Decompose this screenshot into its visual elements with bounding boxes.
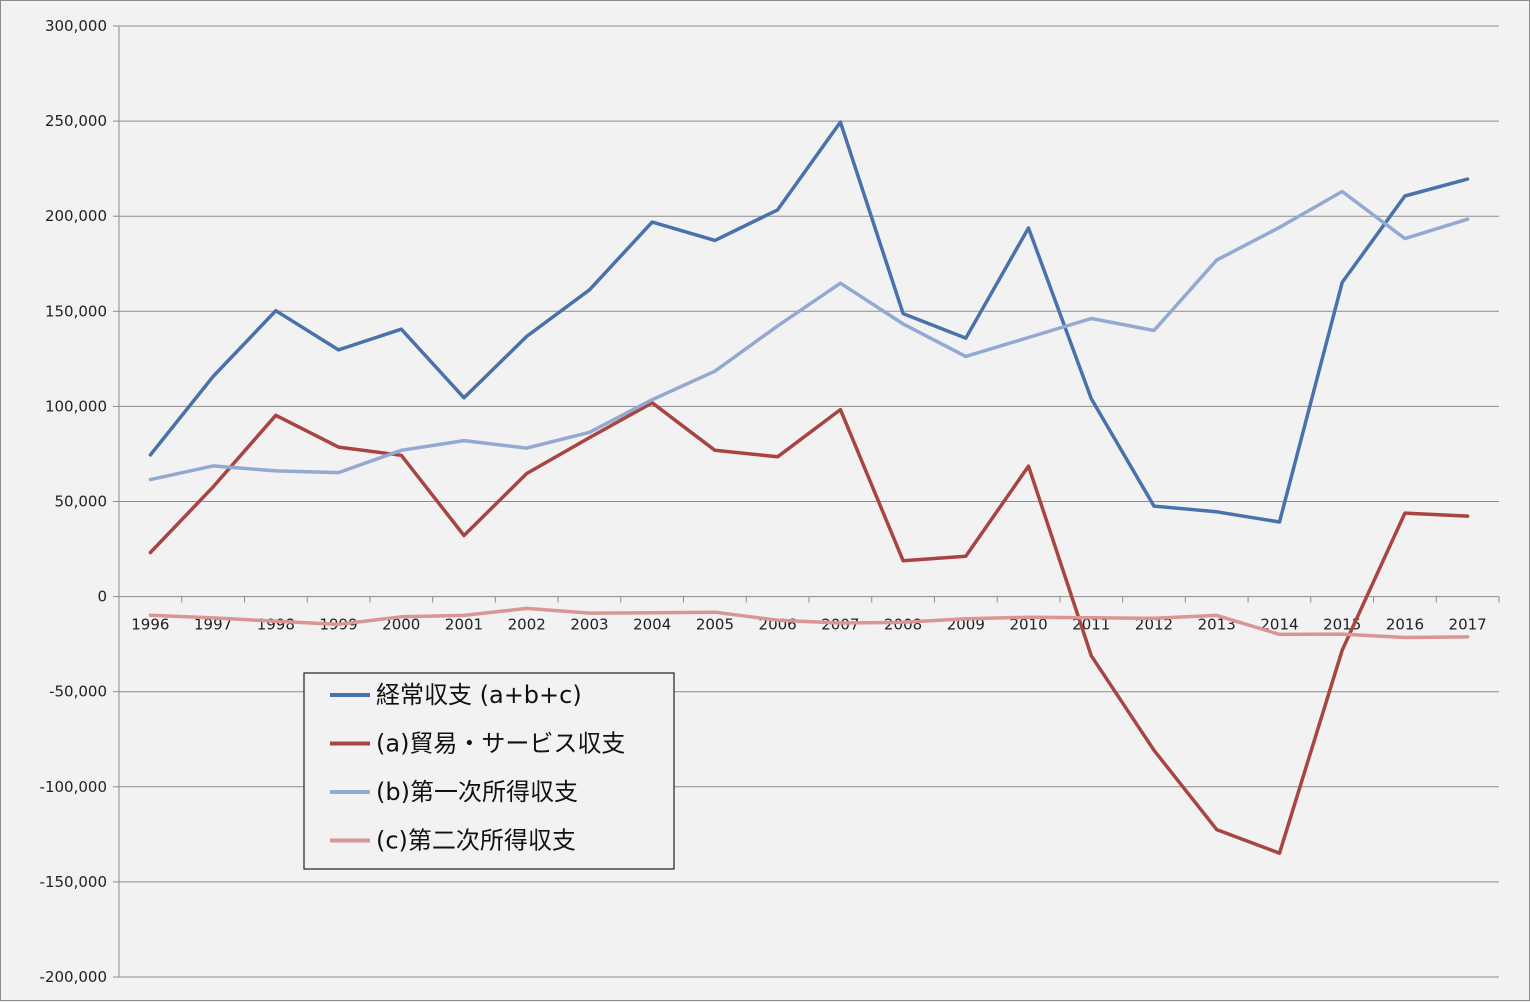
x-tick-label: 2014 xyxy=(1260,616,1298,634)
x-tick-label: 2000 xyxy=(382,616,420,634)
series-line-2 xyxy=(148,401,1470,855)
legend-entry-label: (b)第一次所得収支 xyxy=(376,778,578,806)
y-tick-label: 50,000 xyxy=(55,493,108,511)
x-tick-label: 2003 xyxy=(570,616,608,634)
x-tick-label: 2001 xyxy=(445,616,483,634)
y-tick-label: -100,000 xyxy=(40,778,107,796)
series-line-4 xyxy=(148,606,1470,640)
y-tick-label: -200,000 xyxy=(40,968,107,986)
series-line-1 xyxy=(148,120,1470,524)
legend-entry-label: (c)第二次所得収支 xyxy=(376,827,576,855)
y-tick-label: -150,000 xyxy=(40,873,107,891)
y-tick-label: -50,000 xyxy=(49,683,107,701)
x-tick-label: 2017 xyxy=(1449,616,1487,634)
y-tick-label: 0 xyxy=(97,588,107,606)
legend-box xyxy=(303,672,675,870)
x-tick-label: 2016 xyxy=(1386,616,1424,634)
series-line-3 xyxy=(148,189,1470,482)
y-tick-label: 200,000 xyxy=(45,207,107,225)
x-tick-label: 2010 xyxy=(1009,616,1047,634)
y-tick-label: 100,000 xyxy=(45,397,107,415)
x-tick-label: 2012 xyxy=(1135,616,1173,634)
y-tick-label: 300,000 xyxy=(45,17,107,35)
x-tick-label: 2002 xyxy=(508,616,546,634)
legend-entry-label: 経常収支 (a+b+c) xyxy=(376,681,582,709)
x-tick-label: 2005 xyxy=(696,616,734,634)
y-tick-label: 250,000 xyxy=(45,112,107,130)
x-tick-label: 2004 xyxy=(633,616,671,634)
y-tick-label: 150,000 xyxy=(45,302,107,320)
x-tick-label: 1996 xyxy=(131,616,169,634)
x-tick-label: 2008 xyxy=(884,616,922,634)
legend-entry-label: (a)貿易・サービス収支 xyxy=(376,730,625,758)
x-tick-label: 1998 xyxy=(257,616,295,634)
